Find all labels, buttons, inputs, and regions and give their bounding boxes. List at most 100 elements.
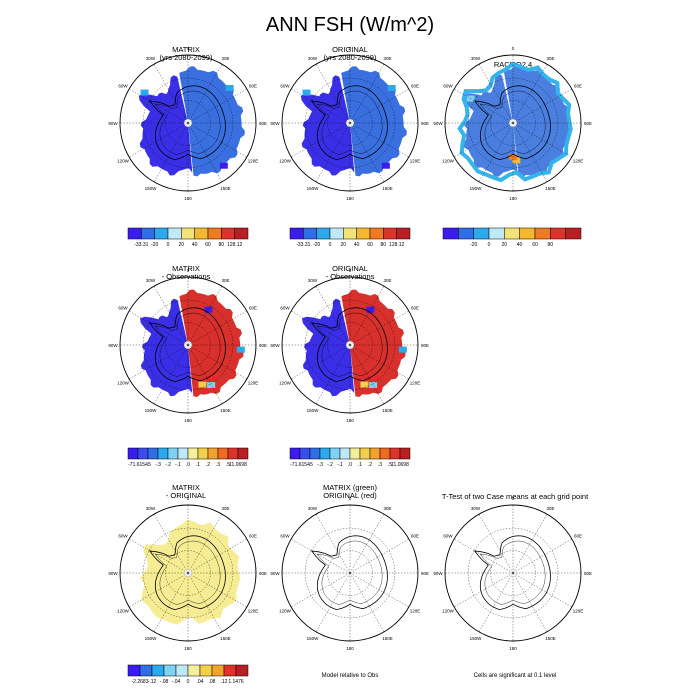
colorbar-label: -.2 <box>165 462 171 468</box>
lon-label: 30E <box>546 506 554 511</box>
lon-label: 120W <box>117 159 130 164</box>
meridian-line <box>454 88 514 124</box>
lon-label: 180 <box>184 646 192 651</box>
colorbar-box <box>207 447 219 460</box>
colorbar-label: 0 <box>167 242 170 248</box>
map-field <box>140 519 241 625</box>
lon-label: 60W <box>280 306 290 311</box>
colorbar-label: .1 <box>358 462 362 468</box>
lon-label: 30W <box>146 506 156 511</box>
lon-label: 30W <box>308 278 318 283</box>
field-cell <box>360 381 369 388</box>
lon-label: 120W <box>279 609 292 614</box>
colorbar-box <box>319 447 331 460</box>
lon-label: 60W <box>118 306 128 311</box>
meridian-line <box>187 514 223 574</box>
field-west <box>138 75 193 176</box>
colorbar-label: 60 <box>205 242 211 248</box>
figure-title: ANN FSH (W/m^2) <box>265 14 435 36</box>
colorbar-label: -.04 <box>172 679 181 685</box>
lon-label: 180 <box>346 196 354 201</box>
colorbar-box <box>369 447 381 460</box>
colorbar-box <box>127 447 139 460</box>
colorbar-label: -2.2683 <box>132 679 149 685</box>
colorbar-box <box>163 664 177 677</box>
latitude-circle <box>327 322 373 368</box>
lon-label: 120W <box>117 381 130 386</box>
lon-label: 150E <box>382 636 393 641</box>
lon-label: 0 <box>512 46 515 51</box>
lon-label: 150W <box>470 186 483 191</box>
colorbar-box <box>199 664 213 677</box>
latitude-circle <box>304 527 396 619</box>
lon-label: 180 <box>509 646 517 651</box>
colorbar-box <box>309 447 321 460</box>
map-field <box>138 66 245 177</box>
map-field <box>457 61 573 183</box>
field-cell <box>225 85 234 92</box>
map-boundary <box>444 504 582 642</box>
lon-label: 150E <box>220 636 231 641</box>
colorbar-box <box>289 227 304 240</box>
meridian-line <box>315 64 351 124</box>
field-east <box>341 66 407 177</box>
map-racmo: 0 30E 60E 90E 120E 150E 180 150W 120W 90W 60W 30W <box>433 46 592 201</box>
meridian-line <box>349 286 385 346</box>
colorbar-label: .08 <box>209 679 216 685</box>
colorbar-label: -20 <box>470 242 477 248</box>
field-cell <box>512 157 521 164</box>
meridian-line <box>349 572 385 632</box>
colorbar-box <box>458 227 474 240</box>
lon-label: 120W <box>279 159 292 164</box>
colorbar-label: .0 <box>186 462 190 468</box>
lon-label: 120W <box>117 609 130 614</box>
lon-label: 30W <box>471 506 481 511</box>
colorbar-box <box>234 227 249 240</box>
panel-title-matrix: MATRIX (yrs 2080-2099) <box>96 46 276 62</box>
colorbar-label: -33.31 <box>296 242 310 248</box>
colorbar-label: .5 <box>388 462 392 468</box>
map-boundary <box>281 54 419 192</box>
meridian-line <box>187 310 247 346</box>
panel-title-line: MATRIX <box>172 483 200 492</box>
lon-label: 150E <box>220 186 231 191</box>
lon-label: 180 <box>509 196 517 201</box>
map-boundary <box>281 504 419 642</box>
map-original-obs: 0 30E 60E 90E 120E 150E 180 150W 120W 90W 60W 30W <box>270 268 429 423</box>
colorbar-label: -.3 <box>155 462 161 468</box>
lon-label: 90E <box>259 121 267 126</box>
panel-title-ttest: T-Test of two Case means at each grid po… <box>415 493 615 501</box>
field-cell <box>204 306 213 313</box>
lon-label: 30W <box>146 278 156 283</box>
coastline-inner <box>479 540 546 605</box>
coastline-inner <box>479 90 546 155</box>
meridian-line <box>187 122 223 182</box>
colorbar-label: 40 <box>517 242 523 248</box>
coastline-inner <box>154 90 221 155</box>
lon-label: 150E <box>382 408 393 413</box>
colorbar-box <box>565 227 582 240</box>
colorbar-box <box>227 447 239 460</box>
panel-title-line: - Observations <box>325 272 375 281</box>
colorbar-box <box>211 664 225 677</box>
field-east <box>341 289 406 397</box>
lon-label: 60E <box>411 534 419 539</box>
meridian-line <box>153 64 189 124</box>
lon-label: 60E <box>411 84 419 89</box>
map-field <box>302 289 407 397</box>
lon-label: 150E <box>545 636 556 641</box>
colorbar-box <box>154 227 169 240</box>
meridian-line <box>512 88 572 124</box>
meridian-line <box>291 88 351 124</box>
lon-label: 120E <box>410 609 421 614</box>
map-field <box>140 289 245 397</box>
map-boundary <box>444 54 582 192</box>
colorbar-label: -.1 <box>175 462 181 468</box>
colorbar-label: 128.12 <box>227 242 243 248</box>
colorbar-box <box>197 447 209 460</box>
lon-label: 120E <box>573 159 584 164</box>
meridian-line <box>291 538 351 574</box>
meridian-line <box>454 122 514 158</box>
meridian-line <box>129 88 189 124</box>
